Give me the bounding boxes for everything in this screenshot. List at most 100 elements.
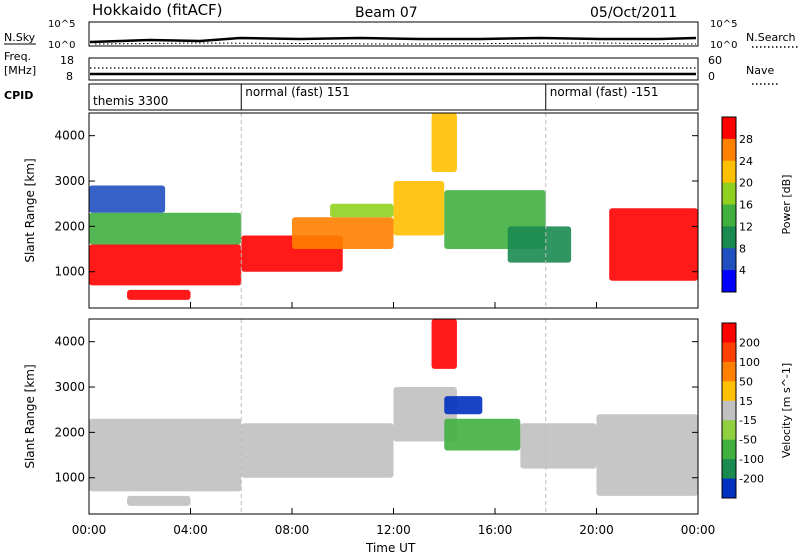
- cpid-segment-label: normal (fast) -151: [550, 85, 659, 99]
- power-data-region: [330, 203, 394, 218]
- nsearch-trace: [94, 42, 697, 45]
- velocity-data-region: [393, 387, 457, 442]
- velocity-colorbar-swatch: [722, 400, 736, 421]
- power-colorbar-swatch: [722, 160, 736, 184]
- cpid-panel-frame: [88, 83, 699, 111]
- freq-panel-frame: [88, 57, 699, 81]
- nsearch-label: N.Search: [746, 31, 796, 44]
- power-colorbar-swatch: [722, 270, 736, 293]
- x-tick-label: 20:00: [579, 523, 614, 537]
- freq-tick-top: 18: [60, 54, 74, 67]
- velocity-colorbar-swatch: [722, 478, 736, 499]
- power-colorbar-swatch: [722, 248, 736, 271]
- power-data-region: [393, 181, 445, 236]
- freq-label-bottom: [MHz]: [4, 64, 36, 77]
- power-colorbar: 4 8 12 16 20 24 28 Power [dB]: [721, 116, 793, 293]
- velocity-axes: 1000 2000 3000 4000 Slant Range [km]: [23, 335, 698, 485]
- y-axis-label: Slant Range [km]: [23, 364, 37, 468]
- x-tick-label: 04:00: [173, 523, 208, 537]
- cpid-segment-label: themis 3300: [93, 94, 168, 108]
- y-tick-label: 2000: [54, 425, 85, 439]
- y-tick-label: 4000: [54, 129, 85, 143]
- velocity-data-region: [431, 319, 457, 369]
- y-tick-label: 1000: [54, 471, 85, 485]
- y-tick-label: 3000: [54, 380, 85, 394]
- noise-tick-left-bottom: 10^0: [48, 40, 75, 51]
- x-tick-label: 00:00: [681, 523, 716, 537]
- velocity-colorbar-swatch: [722, 381, 736, 402]
- x-tick-label: 08:00: [275, 523, 310, 537]
- power-data-region: [292, 217, 394, 250]
- power-colorbar-tick: 12: [739, 220, 753, 233]
- velocity-colorbar-swatch: [722, 459, 736, 480]
- y-tick-label: 2000: [54, 219, 85, 233]
- velocity-colorbar-tick: 100: [739, 356, 760, 369]
- power-colorbar-frame: [721, 116, 737, 293]
- power-data-region: [507, 226, 572, 263]
- freq-label-top: Freq.: [4, 50, 31, 63]
- nave-tick-bottom: 0: [708, 70, 715, 83]
- nsky-label: N.Sky: [4, 31, 36, 44]
- velocity-colorbar-tick: -50: [739, 434, 757, 447]
- velocity-data-region: [444, 396, 483, 415]
- velocity-colorbar-swatch: [722, 323, 736, 343]
- velocity-colorbar-tick: -100: [739, 453, 764, 466]
- velocity-colorbar-swatch: [722, 361, 736, 382]
- velocity-regions: [89, 319, 698, 514]
- noise-tick-left-top: 10^5: [48, 19, 75, 30]
- noise-tick-right-bottom: 10^0: [710, 40, 737, 51]
- cpid-segment-label: normal (fast) 151: [245, 85, 349, 99]
- beam-title: Beam 07: [355, 5, 418, 21]
- x-axis-label: Time UT: [365, 541, 416, 554]
- velocity-colorbar-tick: 15: [739, 395, 753, 408]
- y-tick-label: 4000: [54, 335, 85, 349]
- power-colorbar-swatch: [722, 182, 736, 205]
- power-colorbar-swatch: [722, 117, 736, 140]
- power-data-region: [431, 113, 457, 172]
- x-tick-label: 12:00: [376, 523, 411, 537]
- noise-tick-right-top: 10^5: [710, 19, 737, 30]
- velocity-colorbar-swatch: [722, 420, 736, 441]
- power-colorbar-tick: 16: [739, 199, 753, 212]
- velocity-colorbar-tick: -15: [739, 414, 757, 427]
- velocity-colorbar-tick: 50: [739, 375, 753, 388]
- velocity-data-region: [127, 495, 191, 506]
- y-tick-label: 3000: [54, 174, 85, 188]
- date-title: 05/Oct/2011: [590, 5, 677, 21]
- noise-panel-frame: [88, 21, 699, 47]
- velocity-data-region: [241, 423, 394, 478]
- velocity-colorbar-swatch: [722, 342, 736, 363]
- power-colorbar-label: Power [dB]: [780, 175, 793, 235]
- power-data-region: [609, 208, 698, 281]
- freq-tick-bottom: 8: [66, 70, 73, 83]
- velocity-colorbar: 200 100 50 15 -15 -50 -100 -200 Velocity [m s^-1…: [721, 322, 793, 499]
- nave-label: Nave: [746, 64, 774, 77]
- velocity-colorbar-frame: [721, 322, 737, 499]
- x-tick-label: 16:00: [478, 523, 513, 537]
- y-tick-label: 1000: [54, 265, 85, 279]
- power-data-region: [89, 244, 242, 286]
- power-colorbar-swatch: [722, 138, 736, 162]
- power-data-region: [89, 185, 166, 213]
- velocity-colorbar-tick: 200: [739, 336, 760, 349]
- nsky-trace: [89, 36, 697, 44]
- station-title: Hokkaido (fitACF): [92, 1, 223, 19]
- cpid-segments: themis 3300 normal (fast) 151 normal (fast…: [93, 84, 659, 110]
- velocity-colorbar-label: Velocity [m s^-1]: [780, 363, 793, 458]
- cpid-label: CPID: [4, 89, 33, 102]
- power-regions: [89, 113, 698, 308]
- power-data-region: [89, 212, 242, 245]
- y-axis-label: Slant Range [km]: [23, 158, 37, 262]
- power-colorbar-swatch: [722, 204, 736, 227]
- velocity-data-region: [596, 414, 698, 496]
- power-colorbar-tick: 20: [739, 177, 753, 190]
- power-colorbar-tick: 4: [739, 264, 746, 277]
- velocity-data-region: [89, 418, 242, 492]
- power-colorbar-swatch: [722, 226, 736, 249]
- velocity-data-region: [444, 418, 521, 451]
- x-tick-label: 00:00: [72, 523, 107, 537]
- power-colorbar-tick: 8: [739, 242, 746, 255]
- velocity-colorbar-swatch: [722, 439, 736, 460]
- power-colorbar-tick: 28: [739, 133, 753, 146]
